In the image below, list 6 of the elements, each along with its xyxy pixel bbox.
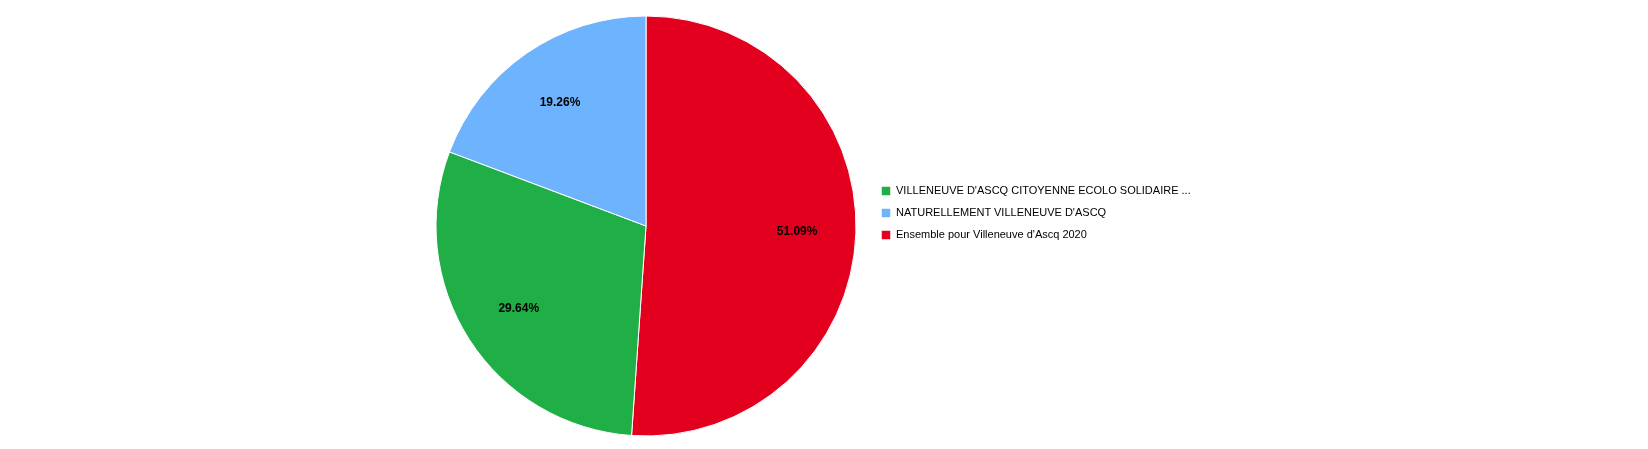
- legend-label: VILLENEUVE D'ASCQ CITOYENNE ECOLO SOLIDAIRE ...: [896, 184, 1191, 196]
- data-label: 19.26%: [539, 94, 581, 109]
- data-label: 51.09%: [776, 224, 818, 239]
- data-label: 29.64%: [498, 300, 540, 315]
- legend-label: Ensemble pour Villeneuve d'Ascq 2020: [896, 228, 1087, 240]
- legend-label: NATURELLEMENT VILLENEUVE D'ASCQ: [896, 206, 1107, 218]
